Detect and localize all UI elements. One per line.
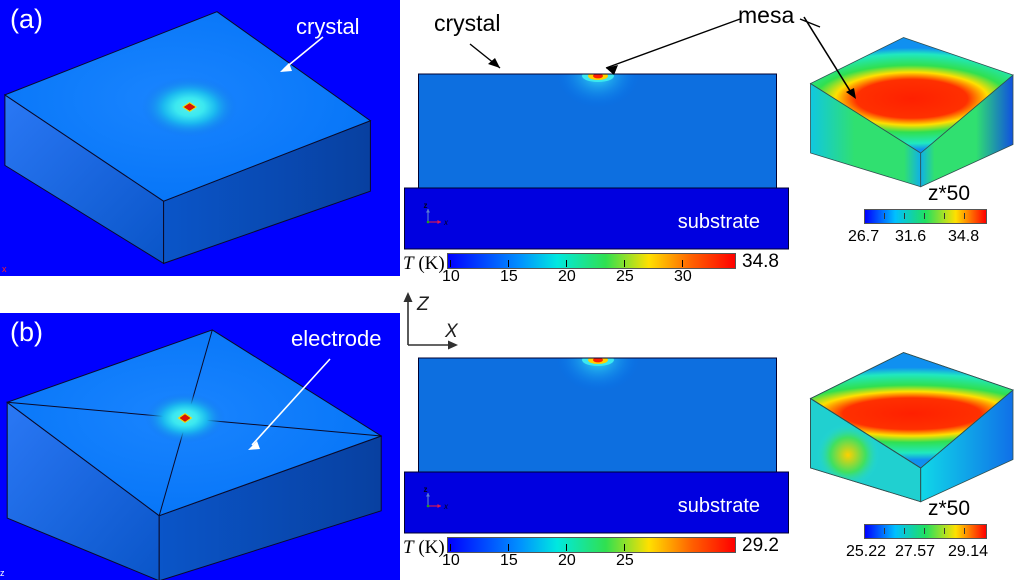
svg-text:substrate: substrate [678,495,760,517]
svg-text:z: z [424,485,428,494]
